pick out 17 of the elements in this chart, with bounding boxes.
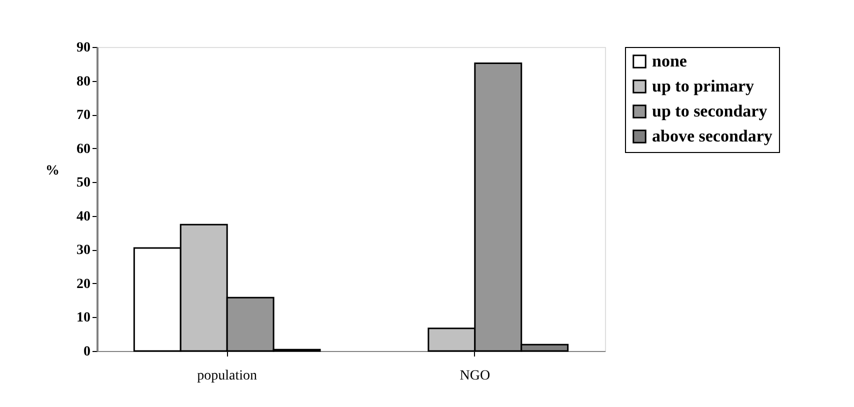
legend-label: up to primary xyxy=(652,76,754,96)
y-tick-label: 90 xyxy=(76,40,90,56)
y-tick-label: 80 xyxy=(76,74,90,90)
x-tick-label: population xyxy=(197,368,258,384)
y-tick-label: 20 xyxy=(76,276,90,292)
x-tick-label: NGO xyxy=(460,368,490,384)
y-tick-label: 60 xyxy=(76,142,90,157)
legend-label: above secondary xyxy=(652,126,773,146)
y-tick-label: 40 xyxy=(76,209,90,224)
legend-label: none xyxy=(652,52,688,70)
legend-label: up to secondary xyxy=(652,102,768,120)
y-tick-label: 30 xyxy=(76,243,90,258)
y-tick-label: 70 xyxy=(76,108,90,124)
y-tick-label: 0 xyxy=(84,344,90,360)
y-tick-label: 50 xyxy=(76,176,90,191)
y-tick-label: 10 xyxy=(76,310,90,326)
y-axis-title: % xyxy=(46,164,60,178)
